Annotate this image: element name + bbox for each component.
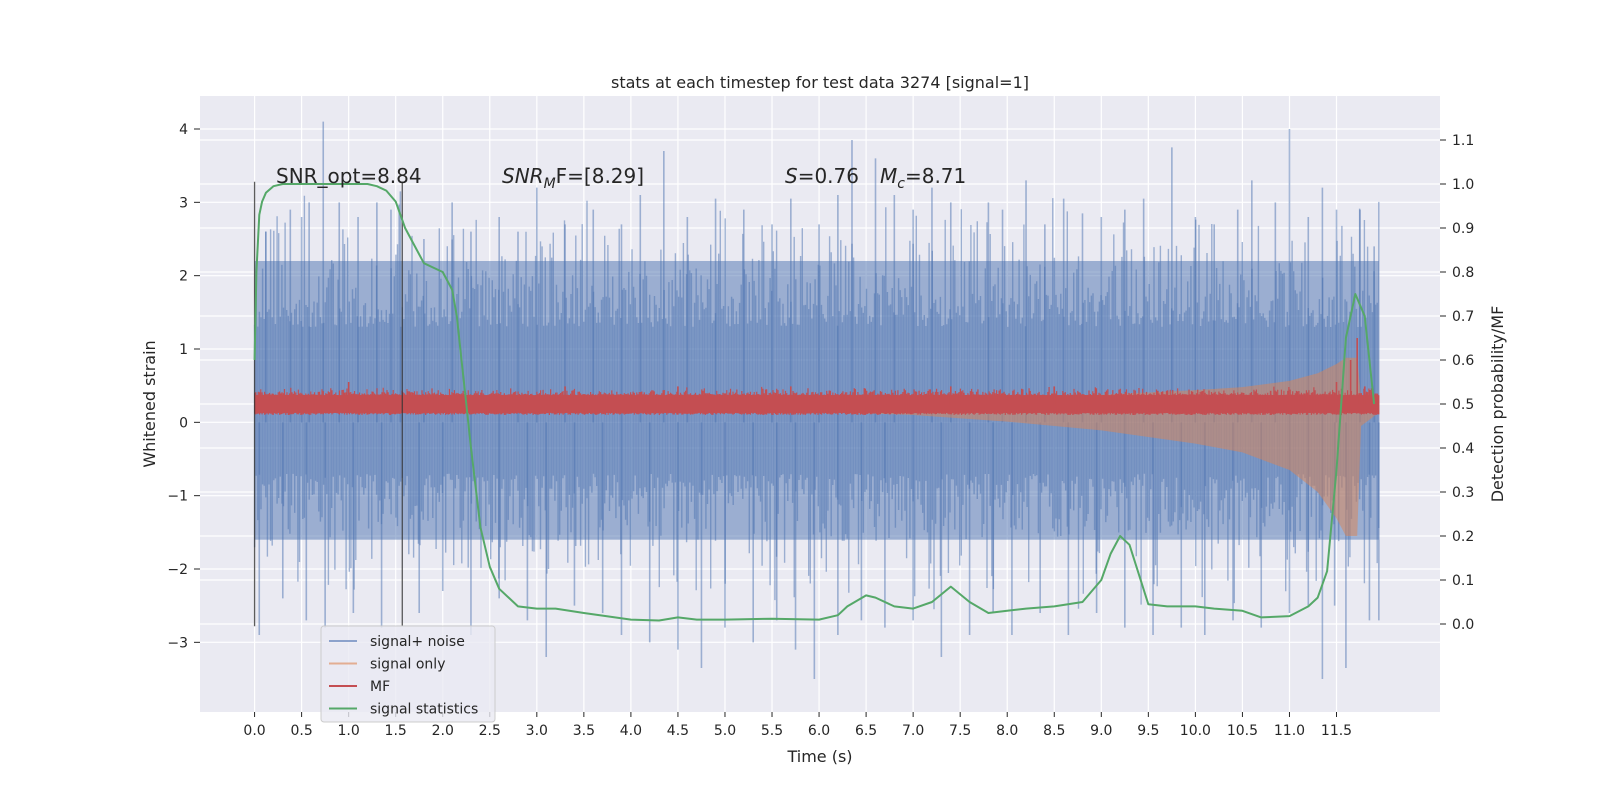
right-tick-label: 0.8 (1452, 265, 1474, 281)
left-tick-label: 4 (179, 122, 188, 138)
x-tick-label: 4.0 (620, 723, 642, 739)
x-tick-label: 9.0 (1090, 723, 1112, 739)
x-axis-label: Time (s) (786, 747, 852, 766)
left-axis-ticks: 4 3 2 1 0 −1 −2 −3 (167, 122, 200, 651)
legend-label: signal+ noise (370, 634, 465, 650)
annotation-mc: Mc=8.71 (880, 164, 966, 192)
right-axis-ticks: 1.1 1.0 0.9 0.8 0.7 0.6 0.5 0.4 0.3 0.2 0.1 0.0 (1440, 133, 1474, 633)
vertical-markers (253, 181, 403, 627)
series-signal-statistics (253, 183, 1376, 622)
x-tick-label: 10.0 (1180, 723, 1211, 739)
right-tick-label: 0.1 (1452, 573, 1474, 589)
x-tick-label: 6.5 (855, 723, 877, 739)
x-tick-label: 5.0 (714, 723, 736, 739)
snr-mf-sub: M (544, 176, 556, 192)
mc-tail: =8.71 (905, 164, 966, 188)
x-tick-label: 1.5 (385, 723, 407, 739)
x-tick-label: 4.5 (667, 723, 689, 739)
right-tick-label: 1.1 (1452, 133, 1474, 149)
left-tick-label: −3 (167, 635, 188, 651)
left-tick-label: 2 (179, 269, 188, 285)
right-tick-label: 0.7 (1452, 309, 1474, 325)
left-tick-label: −2 (167, 562, 188, 578)
x-tick-label: 3.0 (526, 723, 548, 739)
x-tick-label: 3.5 (573, 723, 595, 739)
left-tick-label: 1 (179, 342, 188, 358)
signal-statistics-line (253, 183, 1376, 622)
x-tick-label: 0.0 (243, 723, 265, 739)
right-tick-label: 0.0 (1452, 617, 1474, 633)
x-tick-label: 6.0 (808, 723, 830, 739)
legend-box (320, 625, 496, 723)
right-tick-label: 0.3 (1452, 485, 1474, 501)
x-tick-label: 5.5 (761, 723, 783, 739)
legend: signal+ noise signal only MF signal statist… (320, 625, 496, 723)
right-tick-label: 0.9 (1452, 221, 1474, 237)
x-tick-label: 0.5 (290, 723, 312, 739)
annotation-snr-opt: SNR_opt=8.84 (276, 164, 422, 188)
x-tick-label: 11.5 (1321, 723, 1352, 739)
right-tick-label: 0.2 (1452, 529, 1474, 545)
y-axis-label-right: Detection probability/MF (1488, 306, 1507, 503)
x-tick-label: 1.0 (338, 723, 360, 739)
s-name: S (785, 164, 798, 188)
chart-title: stats at each timestep for test data 327… (611, 73, 1029, 92)
x-tick-label: 10.5 (1227, 723, 1258, 739)
x-tick-label: 7.5 (949, 723, 971, 739)
left-tick-label: −1 (167, 489, 188, 505)
x-axis-ticks: 0.0 0.5 1.0 1.5 2.0 2.5 3.0 3.5 4.0 4.5 5.0 5.5 6.0 6… (243, 712, 1352, 739)
x-tick-label: 9.5 (1137, 723, 1159, 739)
legend-label: signal only (370, 657, 445, 673)
snr-mf-tail: F=[8.29] (556, 164, 644, 188)
x-tick-label: 8.5 (1043, 723, 1065, 739)
right-tick-label: 0.5 (1452, 397, 1474, 413)
x-tick-label: 2.0 (432, 723, 454, 739)
y-axis-label-left: Whitened strain (140, 340, 159, 467)
legend-label: signal statistics (370, 702, 478, 718)
x-tick-label: 11.0 (1274, 723, 1305, 739)
x-tick-label: 2.5 (479, 723, 501, 739)
left-tick-label: 0 (179, 415, 188, 431)
x-tick-label: 8.0 (996, 723, 1018, 739)
mc-sub: c (897, 176, 905, 192)
right-tick-label: 0.6 (1452, 353, 1474, 369)
mc-name: M (880, 164, 897, 188)
annotation-snr-mf: SNRMF=[8.29] (502, 164, 644, 192)
snr-mf-name: SNR (502, 164, 544, 188)
s-tail: =0.76 (798, 164, 859, 188)
right-tick-label: 0.4 (1452, 441, 1474, 457)
legend-label: MF (370, 679, 390, 695)
x-tick-label: 7.0 (902, 723, 924, 739)
left-tick-label: 3 (179, 195, 188, 211)
right-tick-label: 1.0 (1452, 177, 1474, 193)
series-mf (254, 338, 1380, 415)
annotation-s: S=0.76 (785, 164, 859, 188)
